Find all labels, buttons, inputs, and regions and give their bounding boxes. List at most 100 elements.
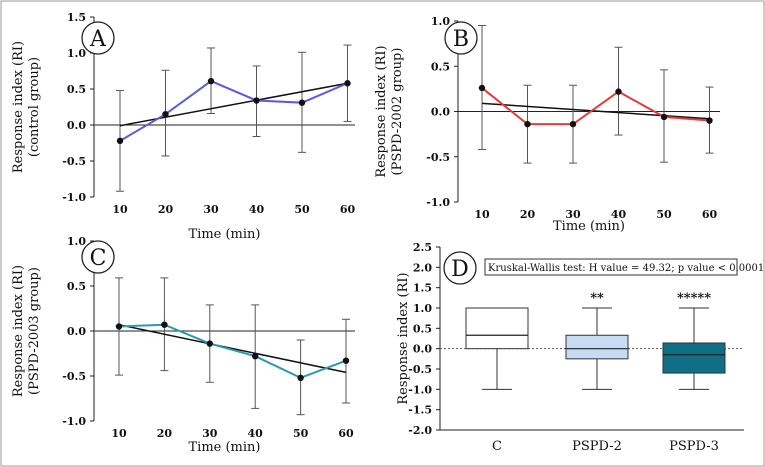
panel-d: -2.0 -1.5 -1.0 -0.5 0.0 0.5 1.0 1.5 2.0 2.5 Respon… (396, 241, 764, 454)
data-point (615, 88, 622, 95)
box (565, 334, 629, 360)
y-tick-label: -2.0 (408, 424, 432, 437)
y-axis-label: (control group) (27, 57, 42, 157)
panel-b: -1.0 -0.5 0.0 0.5 1.0 10 20 30 40 50 60 Time (min) R… (374, 15, 720, 234)
x-tick-label: 30 (202, 427, 218, 440)
box (662, 342, 726, 374)
x-tick-label: 20 (520, 208, 536, 221)
panel-letter-circle (444, 21, 478, 55)
y-tick-label: 0.5 (431, 60, 450, 73)
y-tick-label: 0.5 (67, 83, 86, 96)
panel-letter: D (451, 257, 469, 282)
x-tick-label: 60 (338, 427, 354, 440)
x-tick-label: 10 (111, 427, 127, 440)
data-point (706, 117, 713, 124)
y-tick-label: -1.0 (408, 383, 432, 396)
y-tick-label: 1.5 (413, 282, 432, 295)
y-tick-label: -0.5 (408, 363, 432, 376)
panel-letter: C (90, 246, 107, 271)
data-point (569, 120, 577, 128)
x-tick-label: 40 (611, 208, 627, 221)
panel-c: -1.0 -0.5 0.0 0.5 1.0 10 20 30 40 50 60 Time (min) R… (11, 235, 355, 455)
y-tick-label: 1.0 (67, 235, 86, 248)
y-tick-label: 2.5 (413, 241, 432, 254)
y-tick-label: 0.0 (67, 325, 86, 338)
panel-letter: A (89, 27, 107, 52)
x-tick-label: 30 (203, 203, 219, 216)
data-point (297, 374, 304, 381)
panel-letter-circle (443, 251, 477, 285)
significance-marker: ***** (677, 291, 711, 306)
y-axis-label: Response index (RI) (374, 45, 389, 177)
y-tick-label: -0.5 (62, 155, 86, 168)
data-point (524, 120, 531, 128)
y-tick-label: 0.0 (67, 119, 86, 132)
data-point (252, 353, 259, 360)
y-tick-label: -1.0 (426, 196, 450, 209)
trend-line (118, 323, 347, 374)
panel-letter-circle (81, 21, 115, 55)
x-tick-label: 40 (248, 427, 264, 440)
y-tick-label: -1.5 (408, 404, 432, 417)
x-tick-label: 60 (340, 203, 356, 216)
x-tick-label: 50 (294, 203, 310, 216)
y-tick-label: -0.5 (426, 151, 450, 164)
x-axis-label: Time (min) (189, 440, 261, 455)
y-axis-label: Response index (RI) (396, 272, 411, 404)
data-point (161, 321, 168, 328)
data-point (206, 340, 213, 347)
category-label: C (492, 439, 502, 454)
y-tick-label: 1.0 (413, 302, 432, 315)
x-axis-label: Time (min) (553, 219, 625, 234)
y-axis-label: Response index (RI) (11, 265, 26, 397)
y-tick-label: 0.0 (431, 106, 450, 119)
y-axis-label: (PSPD-2002 group) (390, 48, 405, 176)
panel-letter-circle (81, 240, 115, 274)
x-tick-label: 10 (112, 203, 128, 216)
x-tick-label: 40 (249, 203, 265, 216)
panel-a: -1.0 -0.5 0.0 0.5 1.0 1.5 10 20 30 40 50 60 Time (mi… (11, 11, 355, 242)
data-point (298, 99, 306, 106)
data-point (253, 97, 260, 104)
y-tick-label: -1.0 (62, 415, 86, 428)
y-axis-label: Response index (RI) (11, 41, 26, 173)
panel-letter: B (453, 27, 469, 52)
data-point (342, 357, 350, 364)
data-point (116, 137, 124, 145)
y-tick-label: 1.0 (431, 15, 450, 28)
box (465, 307, 529, 350)
trend-line (481, 102, 710, 120)
y-tick-label: 1.5 (67, 11, 86, 24)
y-tick-label: 2.0 (413, 261, 432, 274)
data-point (660, 113, 668, 121)
x-tick-label: 50 (293, 427, 309, 440)
y-tick-label: 0.5 (67, 280, 86, 293)
data-point (115, 323, 123, 330)
significance-marker: ** (590, 291, 604, 306)
x-tick-label: 60 (702, 208, 718, 221)
y-tick-label: -0.5 (62, 370, 86, 383)
data-point (344, 80, 351, 87)
y-tick-label: -1.0 (62, 191, 86, 204)
x-tick-label: 20 (157, 427, 173, 440)
x-tick-label: 20 (158, 203, 174, 216)
x-tick-label: 10 (474, 208, 490, 221)
series-line (481, 87, 710, 126)
data-point (162, 111, 169, 118)
data-point (207, 77, 215, 85)
y-axis-label: (PSPD-2003 group) (27, 267, 42, 395)
category-label: PSPD-2 (572, 439, 622, 454)
x-tick-label: 30 (565, 208, 581, 221)
category-label: PSPD-3 (669, 439, 719, 454)
y-tick-label: 0.5 (413, 322, 432, 335)
data-point (478, 84, 486, 92)
y-tick-label: 0.0 (413, 343, 432, 356)
annotation-box (484, 258, 738, 276)
series-line (119, 79, 348, 142)
series-line (118, 323, 347, 379)
x-axis-label: Time (min) (189, 227, 261, 242)
y-tick-label: 1.0 (67, 47, 86, 60)
annotation-text: Kruskal-Wallis test: H value = 49.32; p … (488, 263, 764, 274)
